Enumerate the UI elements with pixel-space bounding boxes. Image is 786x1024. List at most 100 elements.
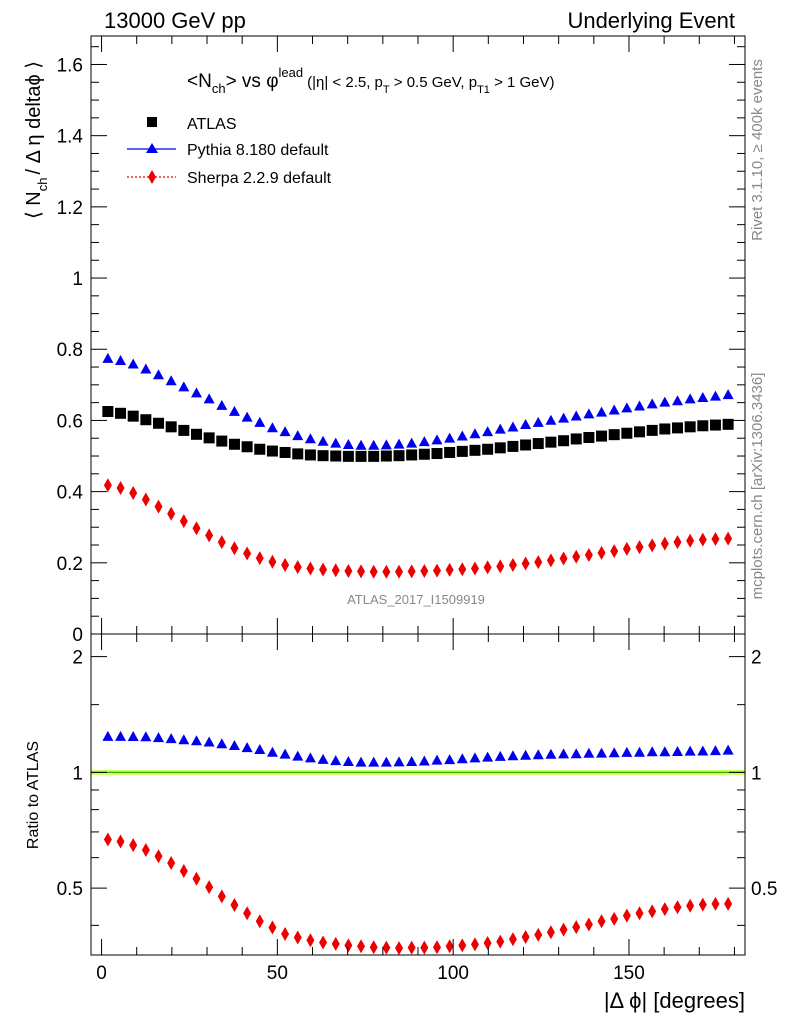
pythia-point [254,416,266,427]
atlas-point [444,446,456,458]
pythia-ratio-point [520,749,532,760]
atlas-point [330,450,342,462]
sherpa-point [369,564,378,579]
pythia-ratio-point [279,748,291,759]
pythia-point [304,433,316,444]
atlas-point [140,414,152,426]
pythia-ratio-point [342,756,354,767]
sherpa-point [293,560,302,575]
atlas-point [406,449,418,461]
pythia-point [722,389,734,400]
pythia-ratio-point [596,747,608,758]
pythia-ratio-point [102,730,114,741]
pythia-point [671,395,683,406]
atlas-point [254,443,266,455]
sherpa-ratio-point [306,933,315,948]
pythia-ratio-point [254,744,266,755]
atlas-point [722,418,734,430]
sherpa-point [179,514,188,529]
sherpa-point [610,544,619,559]
atlas-point [266,445,278,457]
pythia-point [507,421,519,432]
legend-entry-sherpa: Sherpa 2.2.9 default [127,170,332,187]
pythia-point [266,422,278,433]
sherpa-ratio-point [559,922,568,937]
atlas-point [684,421,696,433]
pythia-point [709,390,721,401]
pythia-point [570,410,582,421]
sherpa-point [559,551,568,566]
pythia-point [190,387,202,398]
sherpa-point [483,560,492,575]
analysis-watermark: ATLAS_2017_I1509919 [347,592,485,607]
pythia-ratio-point [697,745,709,756]
sherpa-point [141,492,150,507]
atlas-point [153,417,165,429]
sherpa-ratio-point [344,938,353,953]
atlas-point [671,422,683,434]
pythia-ratio-point [545,748,557,759]
pythia-point [292,430,304,441]
sherpa-point [673,535,682,550]
ratio-y-tick-label-right: 2 [751,648,762,669]
pythia-point [279,426,291,437]
sherpa-ratio-point [572,920,581,935]
sherpa-point [546,553,555,568]
pythia-ratio-point [482,751,494,762]
sherpa-ratio-point [331,936,340,951]
ratio-reference-band [91,769,745,775]
pythia-ratio-point [368,756,380,767]
ratio-y-axis-label: Ratio to ATLAS [25,741,42,849]
sherpa-point [648,538,657,553]
pythia-point [520,419,532,430]
plot-title: <Nch> vs φlead(|η| < 2.5, pT > 0.5 GeV, … [187,65,555,96]
sherpa-point [660,536,669,551]
pythia-ratio-point [621,746,633,757]
legend-label-pythia: Pythia 8.180 default [187,142,329,159]
pythia-point [380,439,392,450]
pythia-point [115,354,127,365]
pythia-ratio-point [444,754,456,765]
sherpa-point [508,557,517,572]
pythia-ratio-point [608,747,620,758]
sherpa-ratio-point [116,834,125,849]
sherpa-ratio-point [268,920,277,935]
y-tick-label: 0 [72,625,83,646]
pythia-ratio-point [393,756,405,767]
sherpa-ratio-point [432,940,441,955]
sherpa-point [255,551,264,566]
y-tick-label: 0.4 [57,483,84,504]
pythia-point [127,358,139,369]
sherpa-ratio-point [483,935,492,950]
main-y-axis: 0 0.2 0.4 0.6 0.8 1 1.2 1.4 1.6 [57,46,745,646]
sherpa-point [698,532,707,547]
pythia-point [532,416,544,427]
sherpa-point [445,562,454,577]
y-tick-label: 1.2 [57,198,83,219]
sherpa-point [584,547,593,562]
atlas-point [621,427,633,439]
sherpa-point [167,506,176,521]
pythia-point [456,430,468,441]
pythia-ratio-point [684,745,696,756]
atlas-point [545,436,557,448]
pythia-point [241,411,253,422]
pythia-ratio-point [330,755,342,766]
pythia-ratio-point [292,750,304,761]
atlas-point [418,448,430,460]
sherpa-point [281,557,290,572]
sherpa-point [597,545,606,560]
sherpa-ratio-point [546,925,555,940]
sherpa-point [635,540,644,555]
pythia-ratio-point [355,756,367,767]
sherpa-ratio-point [597,914,606,929]
x-axis: 0 50 100 150 [96,634,735,984]
legend-label-sherpa: Sherpa 2.2.9 default [187,170,332,187]
sherpa-point [622,541,631,556]
sherpa-ratio-point [660,902,669,917]
pythia-point [228,405,240,416]
sherpa-point [103,478,112,493]
main-y-axis-label: ⟨ Nch/ Δ η deltaϕ ⟩ [23,61,50,219]
sherpa-ratio-point [648,904,657,919]
sherpa-point [521,556,530,571]
